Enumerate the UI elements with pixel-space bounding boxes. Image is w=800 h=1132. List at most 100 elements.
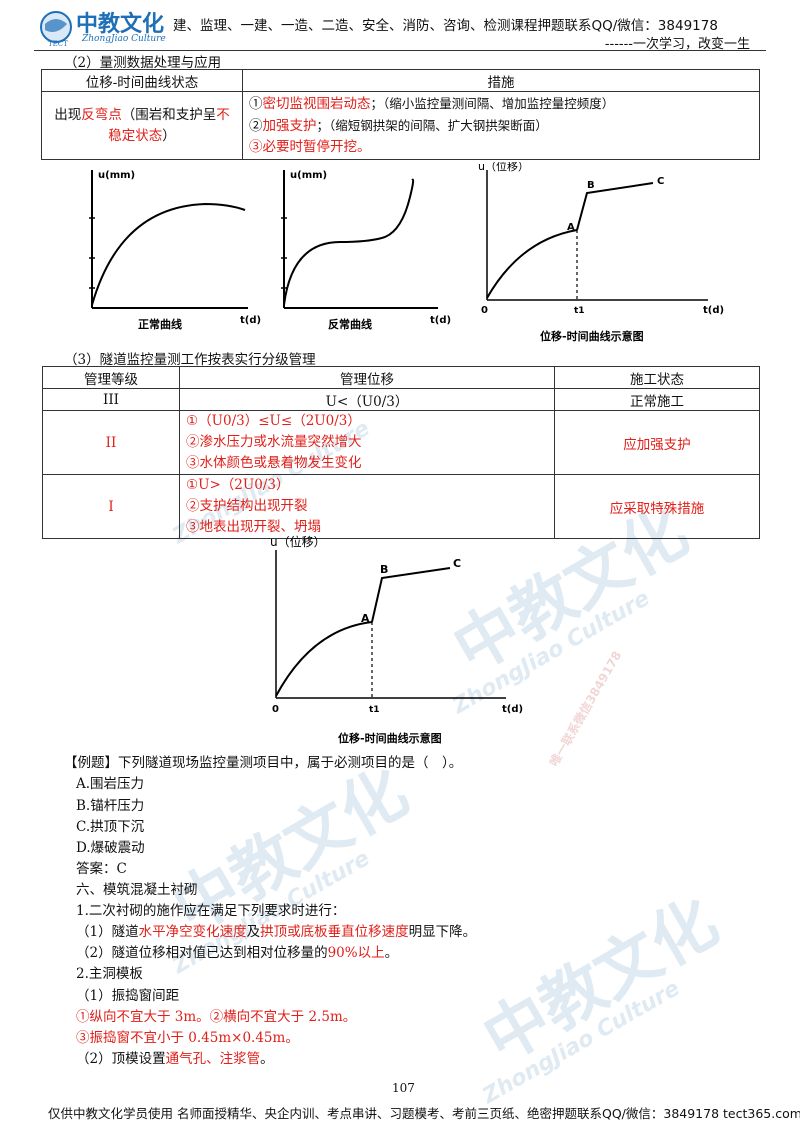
y-axis-label: u（位移） xyxy=(270,534,326,549)
paragraph: 1.二次衬砌的施作应在满足下列要求时进行： xyxy=(76,903,346,919)
answer: 答案：C xyxy=(76,861,127,877)
cell-text: 出现 xyxy=(54,106,82,123)
text: 。 xyxy=(260,1051,274,1067)
chart-caption: 位移-时间曲线示意图 xyxy=(338,731,442,745)
t1-label: t1 xyxy=(369,705,380,715)
text-red: 拱顶或底板垂直位移速度 xyxy=(260,924,409,940)
table-cell: 应加强支护 xyxy=(554,410,760,475)
example-question: 【例题】下列隧道现场监控量测项目中，属于必测项目的是（ ）。 xyxy=(64,755,463,771)
text-red: 90%以上 xyxy=(327,945,385,961)
origin-label: 0 xyxy=(272,704,279,715)
disp-item: ③水体颜色或悬着物发生变化 xyxy=(186,455,362,471)
disp-item: ②支护结构出现开裂 xyxy=(186,498,308,514)
paragraph: （1）隧道水平净空变化速度及拱顶或底板垂直位移速度明显下降。 xyxy=(76,920,476,940)
paragraph: ③振捣窗不宜小于 0.45m×0.45m。 xyxy=(76,1030,299,1046)
watermark-brand: 中教文化 xyxy=(471,885,731,1078)
table-header: 施工状态 xyxy=(554,366,760,389)
logo-tect: TECT xyxy=(48,40,68,48)
disp-item: ①（U0/3）≤U≤（2U0/3） xyxy=(186,413,361,429)
table-cell: ①密切监视围岩动态；（缩小监控量测间隔、增加监控量控频度） ②加强支护；（缩短钢… xyxy=(242,91,760,160)
paragraph: （2）隧道位移相对值已达到相对位移量的90%以上。 xyxy=(76,941,398,961)
disp-item: ②渗水压力或水流量突然增大 xyxy=(186,434,362,450)
item-rest: ；（缩短钢拱架的间隔、扩大钢拱架断面） xyxy=(316,118,548,133)
text: 及 xyxy=(246,924,261,940)
disp-item: ①U>（2U0/3） xyxy=(186,477,290,493)
text: （1）隧道 xyxy=(76,924,139,940)
curve-charts-top: u(mm) t(d) 正常曲线 u(mm) t(d) 反常曲线 u（位移） 0 … xyxy=(89,162,724,343)
section-heading: （3）隧道监控量测工作按表实行分级管理 xyxy=(64,352,316,368)
logo-text: 中教文化 xyxy=(76,12,165,37)
text: （2）顶模设置 xyxy=(76,1051,166,1067)
paragraph: 2.主洞模板 xyxy=(76,966,143,982)
t1-label: t1 xyxy=(574,306,585,316)
cell-text: （围岩和支护呈 xyxy=(121,106,217,123)
option-c: C.拱顶下沉 xyxy=(76,819,145,835)
chart-caption: 正常曲线 xyxy=(138,317,182,331)
displacement-time-chart-large: u（位移） 0 t1 t(d) A B C 位移-时间曲线示意图 xyxy=(270,534,523,745)
displacement-time-chart xyxy=(486,170,708,301)
curve-measures-table: 位移-时间曲线状态 措施 出现反弯点（围岩和支护呈不稳定状态） ①密切监视围岩动… xyxy=(41,69,760,160)
normal-curve-chart xyxy=(89,170,248,309)
watermark-sub: ZhongJiao Culture xyxy=(478,975,685,1110)
table-cell: III xyxy=(42,388,180,411)
paragraph: （2）顶模设置通气孔、注浆管。 xyxy=(76,1047,274,1067)
watermark-contact: 唯一联系微信3849178 xyxy=(546,648,625,769)
cell-text-red: 反弯点 xyxy=(81,106,122,123)
measure-item: ①密切监视围岩动态；（缩小监控量测间隔、增加监控量控频度） xyxy=(249,93,753,115)
measure-item: ②加强支护；（缩短钢拱架的间隔、扩大钢拱架断面） xyxy=(249,115,753,137)
header-title: 建、监理、一建、一造、二造、安全、消防、咨询、检测课程押题联系QQ/微信：384… xyxy=(173,18,718,34)
point-label-c: C xyxy=(657,176,664,187)
section-heading: 六、模筑混凝土衬砌 xyxy=(76,882,198,898)
chart-caption: 反常曲线 xyxy=(328,317,372,331)
point-label-b: B xyxy=(380,563,388,576)
text: 明显下降。 xyxy=(408,924,477,940)
item-rest: ；（缩小监控量测间隔、增加监控量控频度） xyxy=(370,96,615,111)
measure-item: ③必要时暂停开挖。 xyxy=(249,139,371,155)
page-number: 107 xyxy=(392,1081,415,1095)
y-axis-label: u（位移） xyxy=(478,162,529,173)
table-cell: ①（U0/3）≤U≤（2U0/3） ②渗水压力或水流量突然增大 ③水体颜色或悬着… xyxy=(179,410,555,475)
table-cell: U<（U0/3） xyxy=(179,388,555,411)
option-d: D.爆破震动 xyxy=(76,840,145,856)
item-num: ② xyxy=(249,118,263,134)
header-divider xyxy=(34,50,766,51)
table-header: 措施 xyxy=(242,69,760,92)
y-axis-label: u(mm) xyxy=(98,170,135,181)
text-red: 通气孔、注浆管 xyxy=(165,1051,261,1067)
point-label-a: A xyxy=(361,612,370,625)
point-label-c: C xyxy=(453,557,461,570)
brand-logo: 中教文化 ZhongJiao Culture TECT xyxy=(36,8,166,48)
x-axis-label: t(d) xyxy=(240,315,261,326)
paragraph: ①纵向不宜大于 3m。②横向不宜大于 2.5m。 xyxy=(76,1009,357,1025)
table-cell: 出现反弯点（围岩和支护呈不稳定状态） xyxy=(41,91,243,160)
chart-caption: 位移-时间曲线示意图 xyxy=(540,329,644,343)
table-header: 位移-时间曲线状态 xyxy=(41,69,243,92)
paragraph: （1）振捣窗间距 xyxy=(76,988,180,1004)
header-motto: ------一次学习，改变一生 xyxy=(604,37,750,52)
table-cell: 应采取特殊措施 xyxy=(554,474,760,539)
x-axis-label: t(d) xyxy=(430,315,451,326)
point-label-b: B xyxy=(587,180,595,191)
table-cell: I xyxy=(42,474,180,539)
x-axis-label: t(d) xyxy=(703,305,724,316)
item-red: 加强支护 xyxy=(262,118,317,134)
section-heading: （2）量测数据处理与应用 xyxy=(64,55,222,71)
x-axis-label: t(d) xyxy=(502,704,523,715)
text: （2）隧道位移相对值已达到相对位移量的 xyxy=(76,945,328,961)
point-label-a: A xyxy=(567,222,575,233)
table-cell: 正常施工 xyxy=(554,388,760,411)
management-level-table: 管理等级 管理位移 施工状态 III U<（U0/3） 正常施工 II ①（U0… xyxy=(42,366,760,539)
option-b: B.锚杆压力 xyxy=(76,798,145,814)
y-axis-label: u(mm) xyxy=(290,170,327,181)
item-red: 密切监视围岩动态 xyxy=(262,96,371,112)
disp-item: ③地表出现开裂、坍塌 xyxy=(186,519,321,535)
table-cell: ①U>（2U0/3） ②支护结构出现开裂 ③地表出现开裂、坍塌 xyxy=(179,474,555,539)
abnormal-curve-chart xyxy=(281,170,438,309)
footer-text: 仅供中教文化学员使用 名师面授精华、央企内训、考点串讲、习题模考、考前三页纸、绝… xyxy=(48,1106,800,1121)
option-a: A.围岩压力 xyxy=(76,776,145,792)
cell-text-red: 不稳定状态 xyxy=(108,106,230,144)
text-red: 水平净空变化速度 xyxy=(138,924,247,940)
text: 。 xyxy=(384,945,399,961)
table-header: 管理位移 xyxy=(179,366,555,389)
table-header: 管理等级 xyxy=(42,366,180,389)
